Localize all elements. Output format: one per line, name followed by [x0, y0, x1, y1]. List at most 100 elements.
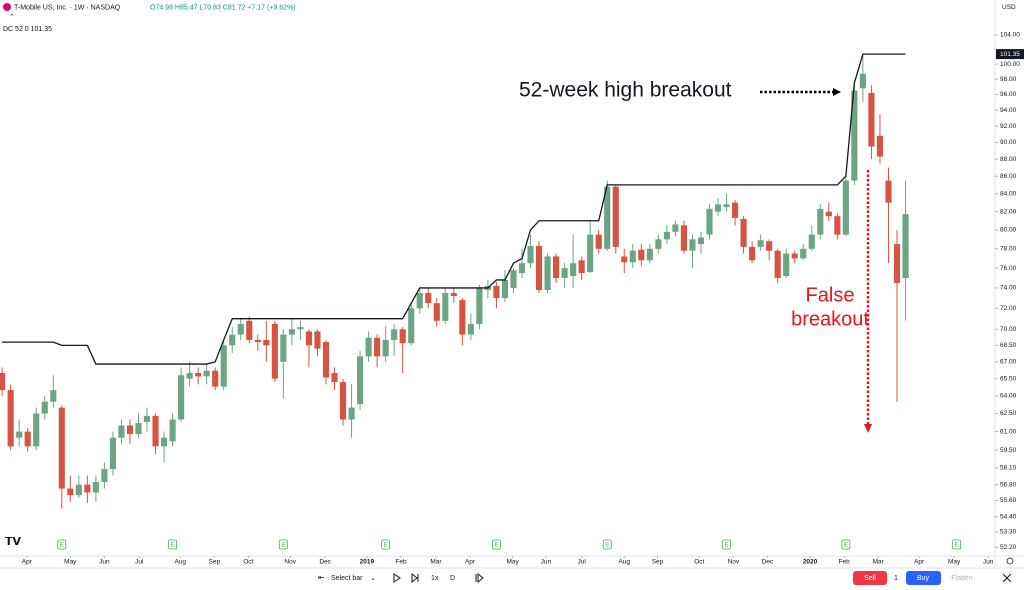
- candle-body: [783, 253, 790, 276]
- symbol-title: T-Mobile US, Inc. · 1W · NASDAQ: [14, 4, 121, 11]
- quantity[interactable]: 1: [894, 575, 898, 582]
- earnings-marker[interactable]: [381, 539, 391, 550]
- y-tick-label: 76.00: [1000, 265, 1017, 272]
- flatten-button[interactable]: Flatten: [951, 575, 973, 582]
- symbol-logo: [3, 3, 11, 11]
- candle-body: [408, 308, 415, 344]
- candle-body: [271, 323, 278, 379]
- interval[interactable]: D: [450, 575, 455, 582]
- y-tick-label: 92.00: [1000, 123, 1017, 130]
- candle-body: [561, 268, 568, 278]
- settings-icon[interactable]: [1006, 557, 1014, 565]
- candle-body: [212, 370, 219, 387]
- candle-body: [339, 382, 347, 420]
- y-tick-label: 59.50: [1000, 447, 1017, 454]
- dropdown[interactable]: ⌄: [370, 575, 376, 582]
- step-button[interactable]: [411, 572, 419, 584]
- candle-body: [126, 425, 134, 435]
- earnings-label: E: [605, 543, 609, 549]
- earnings-marker[interactable]: [952, 539, 962, 550]
- candle-body: [663, 231, 670, 240]
- earnings-marker[interactable]: [57, 539, 67, 550]
- price-label-box: [996, 49, 1024, 60]
- candle-body: [203, 370, 210, 377]
- y-tick-label: 62.50: [1000, 410, 1017, 417]
- candle-body: [672, 224, 679, 232]
- indicator-legend: DC 52 0 101.35: [3, 26, 52, 33]
- price-label: 101.35: [1000, 51, 1020, 58]
- x-tick-label: Apr: [914, 559, 925, 566]
- earnings-label: E: [281, 543, 285, 549]
- candle-body: [7, 390, 14, 447]
- x-tick-label: Jun: [983, 559, 994, 566]
- y-tick-label: 54.40: [1000, 513, 1017, 520]
- x-tick-label: Jul: [578, 559, 587, 566]
- y-tick-label: 90.00: [1000, 139, 1017, 146]
- candle-body: [109, 437, 116, 470]
- earnings-marker[interactable]: [841, 539, 851, 550]
- x-tick-label: 2019: [360, 559, 375, 566]
- candle-body: [621, 256, 628, 263]
- donchian-upper: [2, 53, 906, 365]
- earnings-marker[interactable]: [722, 539, 731, 550]
- x-tick-label: Dec: [762, 559, 774, 566]
- earnings-marker[interactable]: [278, 539, 288, 550]
- play-button[interactable]: [393, 573, 401, 583]
- x-tick-label: Oct: [694, 559, 704, 566]
- candle-body: [118, 425, 125, 438]
- candle-body: [868, 92, 875, 147]
- sell-label: Sell: [864, 575, 876, 582]
- candle-body: [263, 339, 270, 346]
- candle-body: [535, 245, 543, 290]
- candle-body: [842, 180, 849, 235]
- earnings-marker[interactable]: [492, 539, 501, 550]
- candle-body: [578, 260, 585, 274]
- candle-body: [135, 423, 142, 435]
- x-tick-label: May: [506, 559, 519, 566]
- candle-body: [24, 431, 31, 447]
- currency[interactable]: USD: [1002, 4, 1016, 11]
- candle-body: [834, 216, 841, 235]
- x-tick-label: Nov: [284, 559, 296, 566]
- candle-body: [595, 234, 602, 249]
- select-bar-icon[interactable]: ⇤: [318, 573, 325, 582]
- speed[interactable]: 1x: [431, 575, 439, 582]
- y-tick-label: 70.00: [1000, 326, 1017, 333]
- candle-body: [544, 256, 551, 290]
- candle-body: [459, 300, 466, 335]
- y-tick-label: 82.00: [1000, 208, 1017, 215]
- jump-button[interactable]: [475, 572, 484, 584]
- candle-body: [817, 208, 824, 235]
- sell-button[interactable]: [853, 571, 887, 585]
- buy-button[interactable]: [906, 571, 941, 585]
- candle-body: [433, 303, 440, 321]
- candle-body: [476, 287, 483, 324]
- collapse-icon[interactable]: ⌃: [9, 13, 15, 21]
- earnings-marker[interactable]: [168, 539, 177, 550]
- close-button[interactable]: [1002, 573, 1012, 583]
- candle-body: [246, 320, 253, 340]
- candle-body: [629, 250, 636, 263]
- x-tick-label: May: [948, 559, 961, 566]
- y-tick-label: 104.00: [1000, 32, 1020, 39]
- earnings-label: E: [844, 543, 848, 549]
- candle-body: [791, 253, 798, 259]
- candle-body: [374, 337, 381, 357]
- candle-body: [859, 73, 866, 89]
- y-tick-label: 61.00: [1000, 428, 1017, 435]
- earnings-label: E: [494, 543, 498, 549]
- y-tick-label: 84.00: [1000, 190, 1017, 197]
- candle-body: [570, 263, 577, 276]
- candle-body: [501, 279, 509, 299]
- candle-body: [391, 329, 398, 340]
- candle-body: [740, 218, 747, 247]
- candle-body: [348, 407, 355, 420]
- candle-body: [757, 240, 764, 247]
- candle-body: [314, 331, 321, 349]
- y-tick-label: 65.50: [1000, 375, 1017, 382]
- earnings-marker[interactable]: [602, 539, 612, 550]
- candle-body: [382, 339, 389, 357]
- candle-body: [518, 263, 526, 274]
- select-bar[interactable]: Select bar: [331, 575, 363, 582]
